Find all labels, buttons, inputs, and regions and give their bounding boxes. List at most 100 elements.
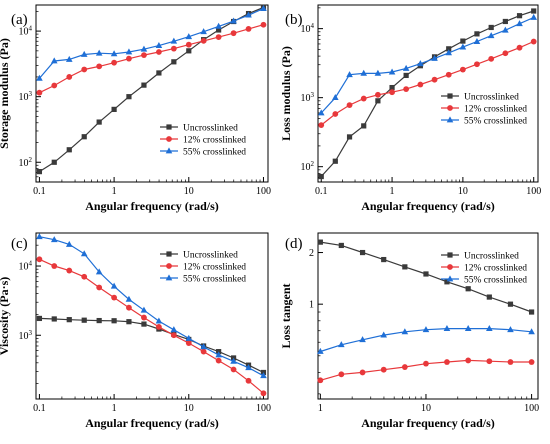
data-point bbox=[66, 267, 73, 274]
x-axis-title: Angular frequency (rad/s) bbox=[361, 416, 495, 430]
data-point bbox=[141, 321, 147, 327]
data-point bbox=[507, 301, 514, 307]
legend-marker bbox=[165, 274, 173, 281]
data-point bbox=[81, 273, 88, 280]
data-point bbox=[389, 89, 395, 96]
data-point bbox=[80, 50, 88, 57]
series bbox=[36, 315, 267, 376]
data-point bbox=[230, 357, 237, 364]
data-point bbox=[332, 111, 339, 117]
panel-label: (a) bbox=[11, 12, 28, 28]
x-tick-label: 10 bbox=[184, 403, 194, 414]
data-point bbox=[464, 325, 472, 332]
data-point bbox=[444, 279, 450, 285]
legend-marker bbox=[166, 124, 172, 130]
data-point bbox=[502, 50, 509, 57]
data-point bbox=[185, 340, 192, 347]
series-line bbox=[39, 6, 264, 173]
data-point bbox=[66, 74, 73, 80]
data-point bbox=[141, 52, 147, 59]
data-point bbox=[155, 317, 163, 324]
data-point bbox=[361, 123, 367, 129]
y-tick-exponent: 4 bbox=[311, 22, 315, 30]
data-point bbox=[65, 55, 73, 62]
data-point bbox=[36, 169, 43, 175]
data-point bbox=[360, 69, 368, 76]
data-point bbox=[95, 268, 103, 275]
data-point bbox=[530, 38, 537, 45]
data-point bbox=[215, 22, 222, 29]
data-point bbox=[374, 91, 381, 98]
data-point bbox=[96, 119, 102, 125]
legend-marker bbox=[446, 275, 454, 282]
data-point bbox=[380, 331, 388, 338]
legend-marker bbox=[166, 251, 172, 257]
series-line bbox=[38, 8, 264, 79]
data-point bbox=[51, 159, 57, 165]
legend-marker bbox=[447, 264, 453, 270]
data-point bbox=[96, 317, 102, 324]
data-point bbox=[186, 48, 192, 54]
legend: Uncrosslinked 12% crosslinked 55% crosslin… bbox=[441, 252, 527, 286]
legend-label: 12% crosslinked bbox=[183, 136, 246, 146]
data-point bbox=[381, 256, 387, 263]
data-point bbox=[215, 351, 222, 358]
x-tick-label: 100 bbox=[524, 403, 539, 414]
data-point bbox=[126, 304, 132, 311]
data-point bbox=[215, 34, 222, 40]
data-point bbox=[528, 359, 535, 365]
legend-marker bbox=[446, 116, 454, 123]
data-point bbox=[126, 319, 132, 325]
y-tick-label: 1 bbox=[309, 300, 314, 311]
y-axis-title: Viscosity (Pa·s) bbox=[0, 277, 11, 356]
y-tick-exponent: 3 bbox=[29, 90, 33, 98]
x-tick-label: 0.1 bbox=[33, 186, 46, 197]
data-point bbox=[445, 49, 453, 56]
panel-label: (c) bbox=[11, 236, 28, 252]
data-point bbox=[338, 371, 345, 378]
data-point bbox=[170, 45, 177, 52]
legend-label: Uncrosslinked bbox=[464, 93, 519, 103]
y-axis-title: Storage modulus (Pa) bbox=[0, 38, 11, 149]
data-point bbox=[502, 26, 509, 33]
y-tick-label: 102 bbox=[19, 156, 33, 169]
data-point bbox=[155, 42, 163, 49]
data-point bbox=[200, 28, 207, 35]
x-tick-label: 1 bbox=[112, 403, 117, 414]
x-tick-label: 10 bbox=[458, 186, 468, 197]
y-tick-exponent: 2 bbox=[29, 156, 33, 164]
data-point bbox=[140, 306, 148, 313]
data-point bbox=[359, 336, 366, 343]
data-point bbox=[36, 315, 43, 322]
data-point bbox=[111, 294, 118, 301]
y-tick-label: 102 bbox=[301, 160, 315, 173]
data-point bbox=[474, 61, 480, 68]
legend-marker bbox=[166, 263, 172, 269]
data-point bbox=[245, 11, 252, 18]
x-tick-label: 1 bbox=[112, 186, 117, 197]
panel-label: (b) bbox=[285, 12, 303, 28]
x-tick-label: 10 bbox=[421, 403, 431, 414]
data-point bbox=[516, 44, 523, 51]
data-point bbox=[171, 59, 177, 65]
data-point bbox=[260, 390, 267, 397]
data-point bbox=[51, 82, 58, 89]
series bbox=[317, 13, 538, 116]
legend-label: Uncrosslinked bbox=[464, 252, 519, 262]
plot-frame bbox=[35, 232, 269, 400]
data-point bbox=[260, 5, 267, 12]
data-point bbox=[374, 69, 382, 76]
data-point bbox=[126, 94, 132, 100]
data-point bbox=[110, 50, 118, 57]
legend: Uncrosslinked 12% crosslinked 55% crosslin… bbox=[160, 124, 246, 158]
data-point bbox=[170, 332, 177, 339]
data-point bbox=[486, 358, 493, 365]
data-point bbox=[185, 33, 193, 40]
data-point bbox=[95, 49, 103, 56]
data-point bbox=[338, 242, 344, 249]
data-point bbox=[528, 309, 535, 315]
data-point bbox=[245, 26, 252, 32]
data-point bbox=[317, 347, 324, 354]
data-point bbox=[444, 359, 450, 365]
chart-panel: (d) 1 10 100 1 2 Angular frequency (rad/s) Loss… bbox=[279, 232, 539, 430]
